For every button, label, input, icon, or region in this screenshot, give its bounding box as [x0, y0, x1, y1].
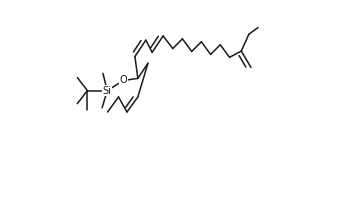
Text: O: O	[120, 76, 127, 85]
Text: Si: Si	[103, 86, 111, 95]
